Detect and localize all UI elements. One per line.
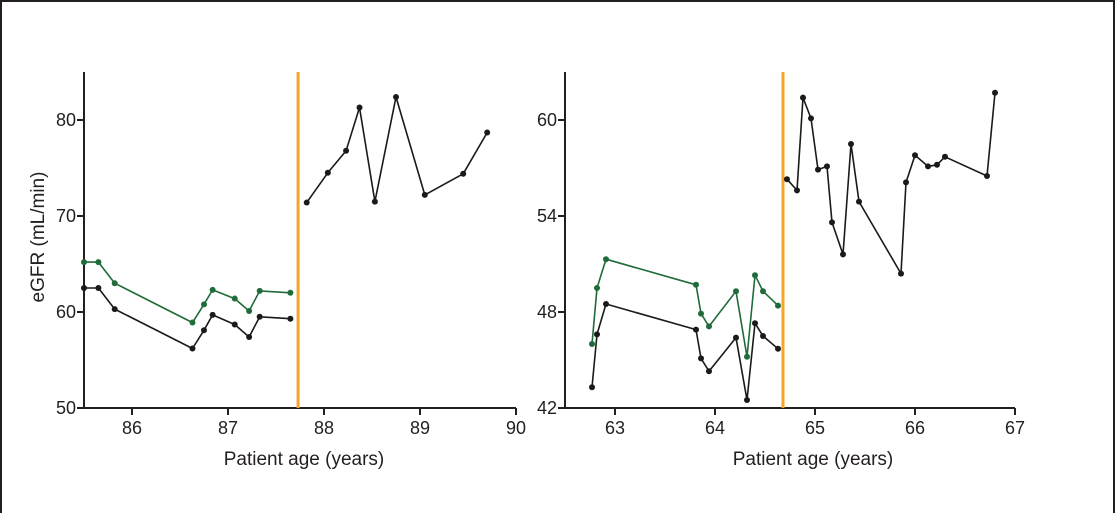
- x-tick-label: 64: [705, 418, 725, 438]
- data-point: [256, 287, 263, 294]
- data-point: [111, 306, 118, 313]
- x-tick-label: 63: [605, 418, 625, 438]
- data-point: [603, 256, 609, 263]
- data-point: [209, 311, 216, 318]
- data-point: [111, 280, 118, 287]
- data-point: [484, 129, 491, 136]
- x-tick-label: 88: [314, 418, 334, 438]
- x-tick-label: 87: [218, 418, 238, 438]
- y-axis-title: eGFR (mL/min): [28, 172, 49, 303]
- data-point: [393, 93, 399, 100]
- data-point: [81, 285, 87, 291]
- data-point: [371, 198, 378, 205]
- x-axis-title: Patient age (years): [733, 449, 894, 470]
- data-point: [209, 286, 216, 293]
- data-point: [824, 163, 830, 170]
- data-point: [421, 191, 428, 198]
- data-point: [808, 115, 814, 122]
- y-tick-label: 50: [56, 398, 76, 418]
- data-point: [589, 384, 595, 391]
- data-point: [95, 259, 102, 266]
- data-point: [698, 355, 704, 362]
- data-point: [693, 326, 699, 333]
- data-point: [201, 301, 207, 308]
- x-tick-label: 86: [122, 418, 142, 438]
- data-point: [856, 198, 862, 205]
- data-point: [698, 310, 704, 317]
- chart-panel-right: Patient age (years) 63 64 65 66 67 42 48 54 60: [537, 72, 1025, 470]
- data-point: [934, 161, 940, 168]
- y-tick-label: 54: [537, 206, 557, 226]
- data-point: [784, 176, 790, 183]
- data-point: [287, 289, 294, 296]
- x-axis-title: Patient age (years): [224, 449, 385, 470]
- data-point: [925, 163, 931, 170]
- data-point: [815, 166, 821, 173]
- data-point: [733, 288, 739, 295]
- y-tick-label: 60: [56, 302, 76, 322]
- data-point: [752, 272, 758, 279]
- data-point: [992, 89, 998, 96]
- series-line-green: [84, 261, 291, 324]
- series-line-black: [84, 287, 291, 350]
- data-point: [256, 313, 263, 320]
- data-point: [189, 319, 196, 326]
- data-point: [231, 295, 238, 302]
- y-tick-label: 42: [537, 398, 557, 418]
- data-point: [460, 170, 467, 177]
- data-point: [903, 179, 909, 186]
- data-point: [912, 152, 918, 159]
- data-point: [733, 334, 739, 341]
- data-point: [246, 308, 253, 315]
- data-point: [840, 251, 846, 258]
- data-point: [984, 173, 990, 179]
- data-point: [324, 169, 331, 176]
- data-point: [693, 281, 699, 288]
- data-point: [287, 315, 294, 322]
- data-point: [760, 288, 766, 295]
- data-point: [95, 285, 102, 291]
- data-point: [303, 199, 310, 206]
- data-point: [794, 187, 800, 194]
- data-point: [594, 285, 600, 291]
- data-point: [189, 345, 196, 352]
- y-tick-label: 60: [537, 110, 557, 130]
- data-point: [752, 320, 758, 327]
- data-point: [775, 345, 781, 352]
- data-point: [829, 219, 835, 226]
- data-point: [775, 302, 781, 309]
- chart-panel-left: Patient age (years) eGFR (mL/min) 86 87 88…: [28, 72, 526, 470]
- x-tick-label: 90: [506, 418, 526, 438]
- y-tick-label: 70: [56, 206, 76, 226]
- data-point: [603, 301, 609, 307]
- data-point: [898, 270, 904, 277]
- data-point: [594, 331, 600, 338]
- data-point: [848, 141, 854, 147]
- data-point: [760, 333, 766, 339]
- x-tick-label: 66: [905, 418, 925, 438]
- data-point: [231, 321, 238, 328]
- data-point: [246, 333, 253, 340]
- x-tick-label: 65: [805, 418, 825, 438]
- x-tick-label: 89: [410, 418, 430, 438]
- data-point: [706, 323, 712, 330]
- x-tick-label: 67: [1005, 418, 1025, 438]
- y-tick-label: 80: [56, 110, 76, 130]
- data-point: [706, 368, 712, 375]
- data-point: [201, 327, 207, 334]
- data-point: [343, 147, 350, 154]
- data-point: [744, 397, 750, 403]
- series-line-black: [786, 92, 996, 275]
- data-point: [356, 104, 363, 111]
- data-point: [589, 341, 595, 347]
- y-tick-label: 48: [537, 302, 557, 322]
- data-point: [800, 94, 806, 101]
- data-point: [81, 259, 87, 266]
- data-point: [744, 353, 750, 360]
- data-point: [942, 153, 948, 160]
- series-line-black: [306, 96, 488, 204]
